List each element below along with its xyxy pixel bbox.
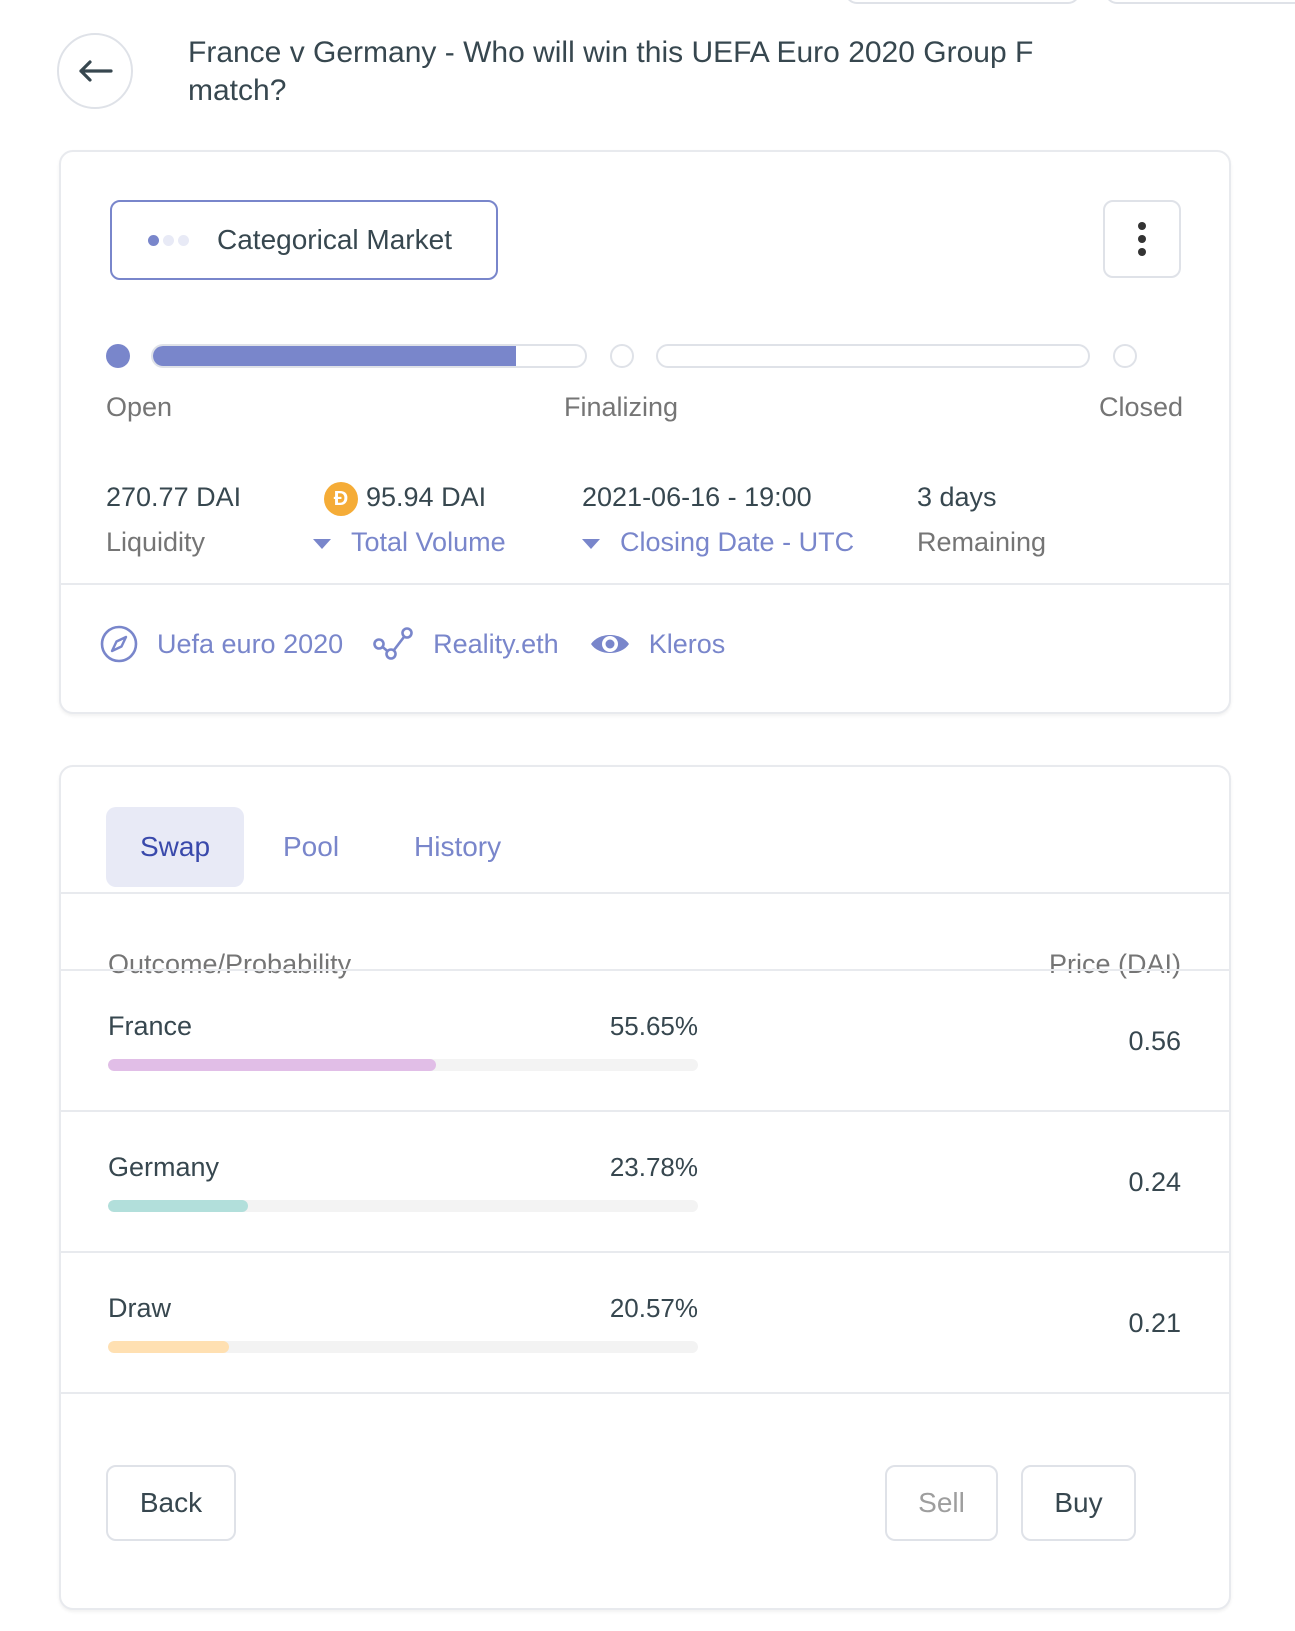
back-button[interactable]: Back (106, 1465, 236, 1541)
vertical-dots-icon (1138, 222, 1146, 230)
more-options-button[interactable] (1103, 200, 1181, 278)
eye-icon (590, 635, 629, 653)
outcome-probability: 23.78% (609, 1152, 698, 1182)
outcome-row[interactable]: France 55.65% 0.56 (61, 971, 1229, 1111)
buy-button[interactable]: Buy (1021, 1465, 1136, 1541)
total-volume-label: Total Volume (351, 527, 506, 557)
liquidity-label: Liquidity (106, 527, 206, 557)
probability-bar-fill (108, 1059, 437, 1071)
page-title: France v Germany - Who will win this UEF… (188, 36, 1034, 107)
card-divider (61, 583, 1229, 585)
top-pill-right[interactable] (1105, 0, 1295, 4)
total-volume-value: 95.94 DAI (366, 482, 487, 512)
total-volume-toggle[interactable]: Total Volume (313, 527, 506, 558)
outcome-name: Germany (108, 1152, 220, 1182)
sell-button[interactable]: Sell (885, 1465, 998, 1541)
header-divider (61, 969, 1229, 971)
row-divider (61, 1110, 1229, 1112)
tab-history[interactable]: History (414, 831, 502, 862)
oracle-link[interactable]: Reality.eth (373, 626, 559, 662)
outcome-probability: 55.65% (609, 1011, 698, 1041)
outcome-row[interactable]: Draw 20.57% 0.21 (61, 1253, 1229, 1393)
arbitrator-link[interactable]: Kleros (589, 628, 726, 660)
outcome-row[interactable]: Germany 23.78% 0.24 (61, 1112, 1229, 1252)
market-info-card: Categorical Market Open Finalizing Close… (59, 150, 1231, 714)
stage-label-closed: Closed (1098, 392, 1183, 422)
probability-bar-fill (108, 1200, 249, 1212)
probability-bar (108, 1200, 698, 1212)
stage-bar-open-fill (153, 346, 516, 366)
stage-label-finalizing: Finalizing (564, 392, 679, 422)
arbitrator-link-label: Kleros (648, 628, 726, 659)
tab-pool[interactable]: Pool (283, 831, 340, 862)
price-column-header: Price (DAI) (1048, 949, 1181, 979)
oracle-nodes-icon (373, 627, 413, 660)
outcome-price: 0.24 (1128, 1167, 1181, 1197)
tab-swap[interactable]: Swap (106, 807, 245, 887)
outcome-name: Draw (108, 1293, 172, 1323)
stage-bar-open (151, 344, 587, 368)
arrow-left-icon (79, 60, 113, 82)
closing-date-toggle[interactable]: Closing Date - UTC (582, 527, 854, 558)
categorical-dots-icon (148, 234, 189, 246)
tabs-divider (61, 892, 1229, 894)
closing-date-value: 2021-06-16 - 19:00 (582, 482, 812, 512)
remaining-value: 3 days (917, 482, 997, 512)
dai-coin-icon: Đ (324, 482, 358, 516)
outcome-column-header: Outcome/Probability (108, 949, 352, 979)
remaining-label: Remaining (917, 527, 1047, 557)
market-type-label: Categorical Market (217, 224, 452, 255)
oracle-link-label: Reality.eth (433, 628, 559, 659)
stage-bar-finalizing (656, 344, 1090, 368)
outcome-price: 0.56 (1128, 1026, 1181, 1056)
trade-card: Swap Pool History Outcome/Probability Pr… (59, 765, 1231, 1610)
row-divider (61, 1392, 1229, 1394)
stage-dot-open (106, 344, 130, 368)
category-link[interactable]: Uefa euro 2020 (99, 624, 343, 664)
liquidity-value: 270.77 DAI (106, 482, 242, 512)
closing-date-label: Closing Date - UTC (620, 527, 855, 557)
back-arrow-button[interactable] (57, 33, 133, 109)
outcome-price: 0.21 (1128, 1308, 1181, 1338)
caret-down-icon (313, 538, 331, 549)
probability-bar-fill (108, 1341, 230, 1353)
stage-dot-closed (1113, 344, 1137, 368)
market-type-badge: Categorical Market (110, 200, 498, 280)
compass-icon (100, 625, 138, 663)
caret-down-icon (582, 538, 600, 549)
top-pill-left[interactable] (845, 0, 1080, 4)
stage-dot-finalizing (610, 344, 634, 368)
category-link-label: Uefa euro 2020 (157, 628, 344, 659)
row-divider (61, 1251, 1229, 1253)
stage-label-open: Open (106, 392, 173, 422)
probability-bar (108, 1341, 698, 1353)
outcome-probability: 20.57% (609, 1293, 698, 1323)
market-links: Uefa euro 2020 Reality.eth Kleros (99, 622, 755, 666)
probability-bar (108, 1059, 698, 1071)
outcome-name: France (108, 1011, 193, 1041)
